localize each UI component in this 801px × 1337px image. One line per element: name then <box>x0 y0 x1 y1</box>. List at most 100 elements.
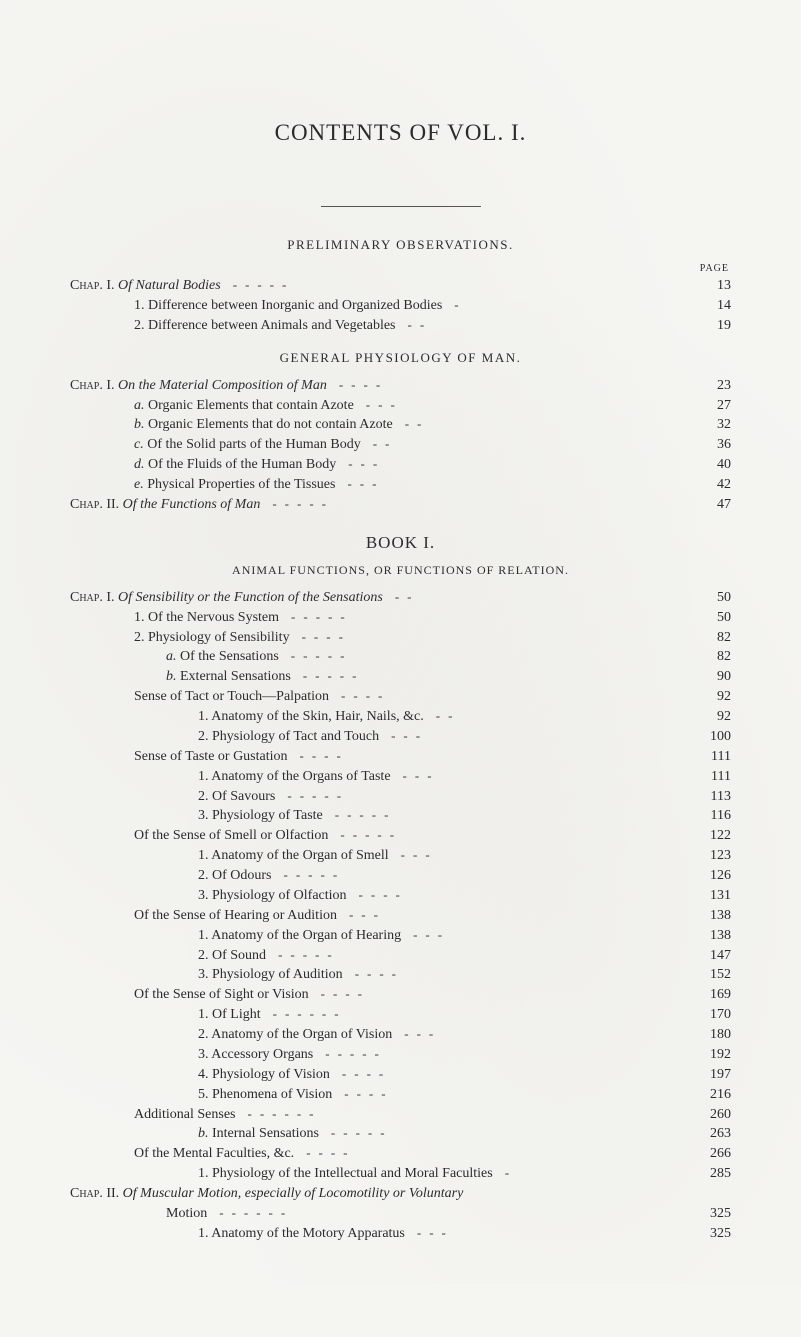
entry-page-number: 50 <box>691 588 731 608</box>
entry-text: 3. Physiology of Audition---- <box>70 965 691 985</box>
toc-entry: Of the Sense of Sight or Vision----169 <box>70 985 731 1005</box>
entry-prefix: 1. <box>198 769 209 784</box>
toc-entry: 1. Anatomy of the Organs of Taste---111 <box>70 767 731 787</box>
entry-page-number: 19 <box>691 316 731 336</box>
entry-text: 1. Physiology of the Intellectual and Mo… <box>70 1164 691 1184</box>
toc-entry: 3. Accessory Organs-----192 <box>70 1045 731 1065</box>
toc-entry: 1. Anatomy of the Organ of Hearing---138 <box>70 926 731 946</box>
leader-dashes: ----- <box>291 668 365 683</box>
entry-text: 4. Physiology of Vision---- <box>70 1065 691 1085</box>
entry-prefix: 4. <box>198 1067 209 1082</box>
volume-title: CONTENTS OF VOL. I. <box>70 120 731 146</box>
entry-label: Physiology of Sensibility <box>148 630 290 645</box>
entry-label: Of Savours <box>212 789 275 804</box>
entry-text: Chap. I. On the Material Composition of … <box>70 376 691 396</box>
entry-text: 2. Anatomy of the Organ of Vision--- <box>70 1025 691 1045</box>
leader-dashes: ----- <box>221 277 295 292</box>
entry-text: e. Physical Properties of the Tissues--- <box>70 475 691 495</box>
entry-text: b. Internal Sensations----- <box>70 1124 691 1144</box>
leader-dashes: --- <box>405 1225 454 1240</box>
leader-dashes: ---- <box>329 688 390 703</box>
entry-prefix: 3. <box>198 1047 209 1062</box>
toc-entry: Sense of Tact or Touch—Palpation----92 <box>70 687 731 707</box>
leader-dashes: - <box>493 1165 517 1180</box>
toc-entry: c. Of the Solid parts of the Human Body-… <box>70 435 731 455</box>
entry-prefix: 1. <box>198 1226 209 1241</box>
entry-text: Chap. II. Of the Functions of Man----- <box>70 495 691 515</box>
entry-label: Internal Sensations <box>212 1126 319 1141</box>
entry-text: Sense of Taste or Gustation---- <box>70 747 691 767</box>
entry-label: Anatomy of the Motory Apparatus <box>211 1226 405 1241</box>
entry-page-number: 111 <box>691 767 731 787</box>
entry-label: Of Muscular Motion, especially of Locomo… <box>123 1186 464 1201</box>
toc-entry: 1. Physiology of the Intellectual and Mo… <box>70 1164 731 1184</box>
entry-prefix: 2. <box>198 789 209 804</box>
entry-page-number: 147 <box>691 946 731 966</box>
entry-text: Motion------ <box>70 1204 691 1224</box>
entry-prefix: 2. <box>134 318 145 333</box>
entry-prefix: 1. <box>198 928 209 943</box>
entry-label: On the Material Composition of Man <box>118 378 327 393</box>
entry-text: d. Of the Fluids of the Human Body--- <box>70 455 691 475</box>
entry-prefix: 2. <box>198 1027 209 1042</box>
leader-dashes: ----- <box>266 947 340 962</box>
toc-entry: 3. Physiology of Taste-----116 <box>70 806 731 826</box>
entry-label: Anatomy of the Organs of Taste <box>211 769 390 784</box>
entry-prefix: 1. <box>198 709 209 724</box>
entry-prefix: 1. <box>134 610 145 625</box>
leader-dashes: --- <box>392 1026 441 1041</box>
entry-text: Chap. II. Of Muscular Motion, especially… <box>70 1184 691 1204</box>
entry-page-number: 82 <box>691 628 731 648</box>
leader-dashes: --- <box>336 456 385 471</box>
entry-page-number: 285 <box>691 1164 731 1184</box>
entry-label: Motion <box>166 1206 207 1221</box>
entry-label: Physical Properties of the Tissues <box>147 477 335 492</box>
leader-dashes: -- <box>383 589 420 604</box>
entry-text: Additional Senses------ <box>70 1105 691 1125</box>
sections-container: PRELIMINARY OBSERVATIONS.PAGEChap. I. Of… <box>70 237 731 515</box>
leader-dashes: --- <box>337 907 386 922</box>
entry-text: Chap. I. Of Sensibility or the Function … <box>70 588 691 608</box>
entry-label: Anatomy of the Organ of Smell <box>211 848 388 863</box>
entry-text: Of the Sense of Sight or Vision---- <box>70 985 691 1005</box>
entry-label: Of the Sense of Sight or Vision <box>134 987 309 1002</box>
leader-dashes: ---- <box>309 986 370 1001</box>
entry-page-number: 14 <box>691 296 731 316</box>
entry-page-number: 170 <box>691 1005 731 1025</box>
entry-text: 3. Accessory Organs----- <box>70 1045 691 1065</box>
entry-label: Phenomena of Vision <box>212 1087 332 1102</box>
entry-label: Physiology of the Intellectual and Moral… <box>212 1166 493 1181</box>
entry-text: 5. Phenomena of Vision---- <box>70 1085 691 1105</box>
entry-prefix: b. <box>166 669 177 684</box>
entry-text: Of the Sense of Hearing or Audition--- <box>70 906 691 926</box>
entry-label: Physiology of Tact and Touch <box>212 729 379 744</box>
entry-text: b. Organic Elements that do not contain … <box>70 415 691 435</box>
entry-label: Accessory Organs <box>211 1047 313 1062</box>
entry-page-number: 216 <box>691 1085 731 1105</box>
toc-entry: 3. Physiology of Audition----152 <box>70 965 731 985</box>
toc-entry: 1. Anatomy of the Motory Apparatus---325 <box>70 1224 731 1244</box>
entry-page-number: 138 <box>691 906 731 926</box>
leader-dashes: ---- <box>288 748 349 763</box>
toc-entry: 2. Physiology of Tact and Touch---100 <box>70 727 731 747</box>
leader-dashes: ------ <box>261 1006 347 1021</box>
leader-dashes: ---- <box>327 377 388 392</box>
chapter-prefix: Chap. I. <box>70 278 115 293</box>
entry-prefix: a. <box>166 649 177 664</box>
entry-label: Physiology of Olfaction <box>212 888 347 903</box>
toc-entry: a. Of the Sensations-----82 <box>70 647 731 667</box>
entry-text: Of the Mental Faculties, &c.---- <box>70 1144 691 1164</box>
entry-page-number: 266 <box>691 1144 731 1164</box>
toc-entry: Of the Mental Faculties, &c.----266 <box>70 1144 731 1164</box>
leader-dashes: ----- <box>275 788 349 803</box>
entry-page-number: 82 <box>691 647 731 667</box>
entry-page-number: 13 <box>691 276 731 296</box>
toc-entry: b. Organic Elements that do not contain … <box>70 415 731 435</box>
entry-page-number: 169 <box>691 985 731 1005</box>
chapter-prefix: Chap. I. <box>70 378 115 393</box>
entry-page-number: 325 <box>691 1204 731 1224</box>
book-subheading: ANIMAL FUNCTIONS, OR FUNCTIONS OF RELATI… <box>70 563 731 578</box>
entry-prefix: 2. <box>198 868 209 883</box>
entry-text: 1. Anatomy of the Motory Apparatus--- <box>70 1224 691 1244</box>
toc-entry: Of the Sense of Smell or Olfaction-----1… <box>70 826 731 846</box>
